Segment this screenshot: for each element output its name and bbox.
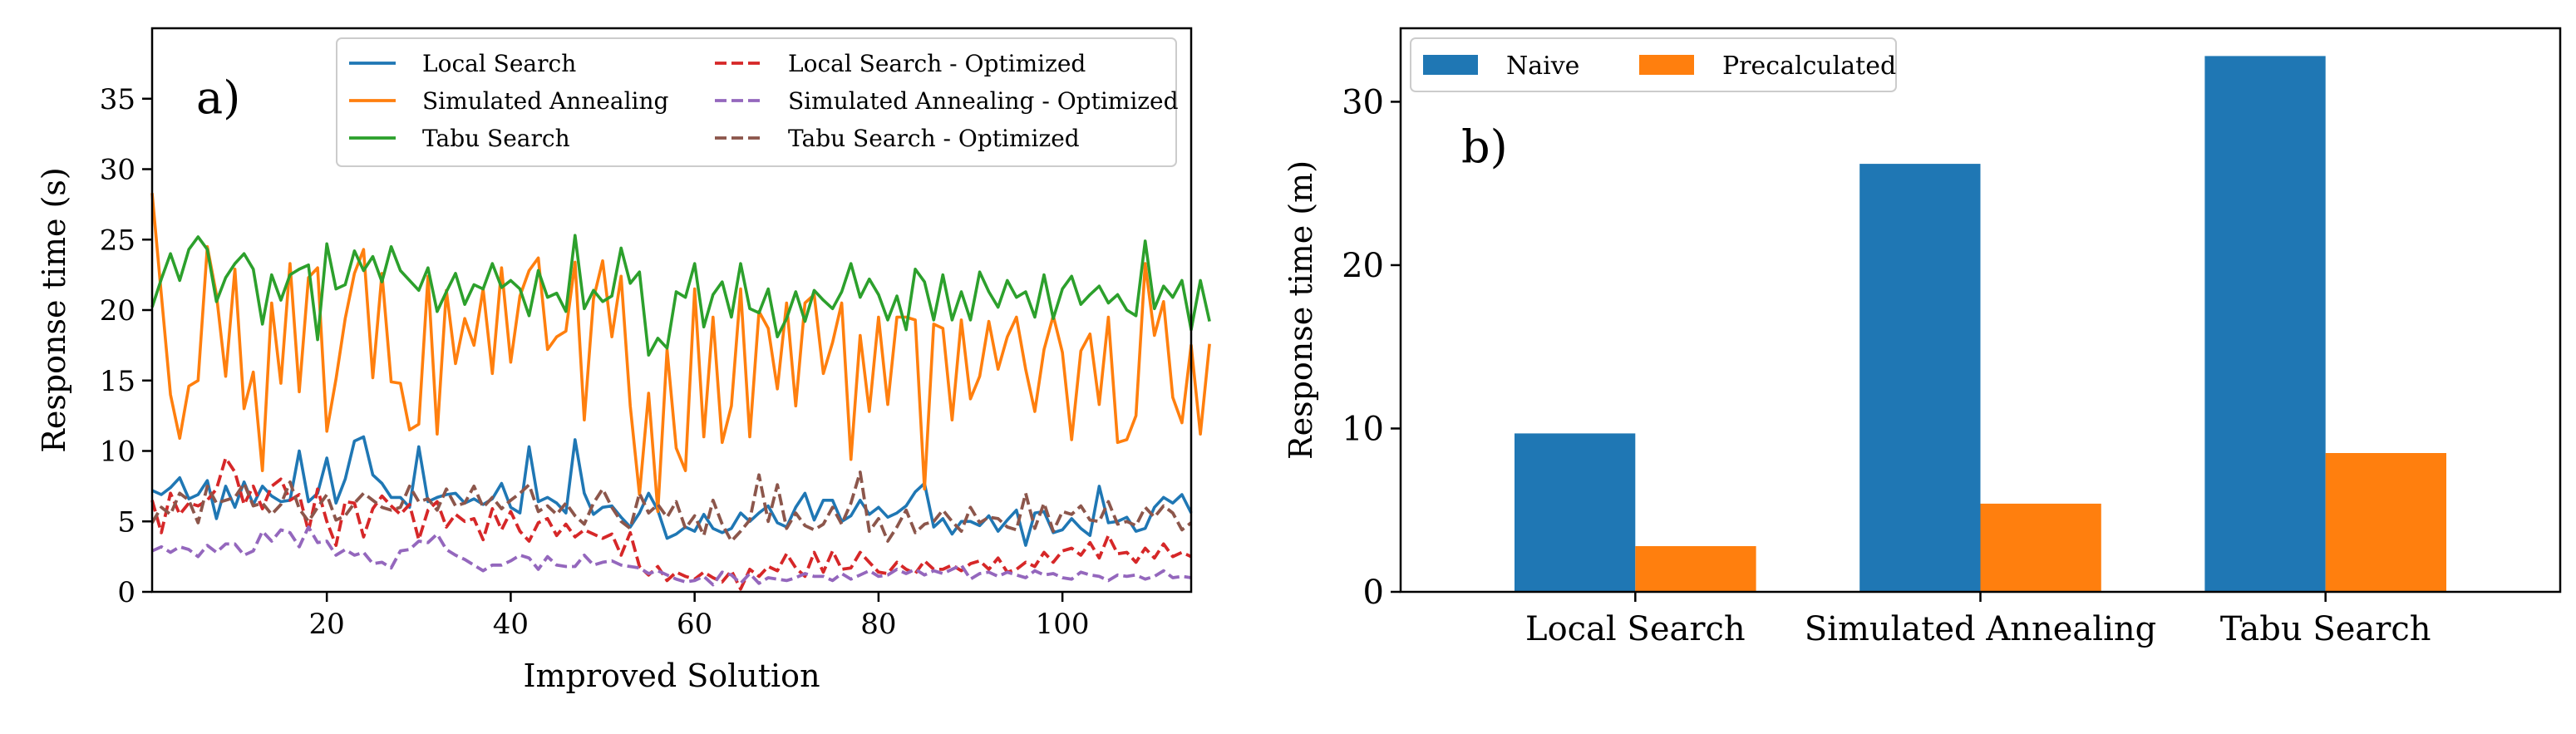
panel-a-x-tick-label: 20 [309,608,345,641]
legend-label-local-search-optimized: Local Search - Optimized [788,50,1086,77]
category-label-tabu-search: Tabu Search [2220,610,2431,648]
panel-b-y-tick-label: 30 [1342,83,1384,121]
panel-b-legend: Naive Precalculated [1410,37,1897,92]
panel-a-y-tick-label: 30 [100,154,135,187]
panel-a-y-axis-label: Response time (s) [36,167,72,453]
panel-a-line-chart: 0 5 10 15 20 25 30 35 20 40 60 80 100 a) Improved S… [36,27,1211,694]
panel-a-y-tick-label: 25 [100,224,135,257]
series-line-simulated-annealing [150,193,1211,514]
panel-b-y-tick-label: 0 [1363,574,1384,612]
bar-naive-local-search [1515,433,1636,592]
legend-label-naive: Naive [1506,52,1579,81]
panel-b-letter: b) [1461,121,1508,173]
category-label-simulated-annealing: Simulated Annealing [1805,610,2156,648]
panel-a-y-tick-label: 15 [100,365,135,398]
legend-swatch-precalculated [1639,55,1694,75]
series-line-tabu-search [150,234,1211,357]
legend-label-local-search: Local Search [422,50,576,77]
series-line-tabu-search-optimized [150,470,1193,543]
panel-a-x-tick-label: 100 [1036,608,1090,641]
panel-a-x-tick-label: 40 [493,608,529,641]
panel-b-y-axis-label: Response time (m) [1283,160,1319,460]
bar-precalculated-local-search [1635,546,1756,592]
category-label-local-search: Local Search [1525,610,1746,648]
legend-label-simulated-annealing-optimized: Simulated Annealing - Optimized [788,87,1179,115]
panel-a-x-tick-label: 60 [677,608,712,641]
panel-b-x-axis: Local Search Simulated Annealing Tabu Sear… [1525,592,2431,648]
legend-label-tabu-search: Tabu Search [422,125,570,152]
panel-a-letter: a) [196,71,240,124]
bar-precalculated-tabu-search [2325,453,2446,592]
panel-b-y-axis: 0 10 20 30 [1342,83,1401,612]
panel-a-y-tick-label: 0 [117,576,135,609]
legend-label-simulated-annealing: Simulated Annealing [422,87,669,115]
legend-label-precalculated: Precalculated [1722,52,1896,81]
bar-precalculated-simulated-annealing [1980,503,2101,592]
panel-a-legend-box [336,37,1177,167]
panel-b-bars-group [1515,56,2446,593]
panel-a-y-axis: 0 5 10 15 20 25 30 35 [100,83,152,609]
panel-a-legend: Local Search Simulated Annealing Tabu Sear… [336,37,1179,167]
panel-a-y-tick-label: 20 [100,294,135,328]
legend-swatch-naive [1423,55,1478,75]
panel-a-y-tick-label: 35 [100,83,135,116]
panel-b-y-tick-label: 20 [1342,247,1384,285]
series-line-local-search [151,435,1193,547]
series-line-simulated-annealing-optimized [151,525,1192,587]
bar-naive-tabu-search [2204,56,2326,592]
panel-b-y-tick-label: 10 [1342,410,1384,448]
series-line-local-search-optimized [150,456,1192,591]
panel-a-x-tick-label: 80 [860,608,896,641]
panel-b-bar-chart: 0 10 20 30 Local Search Simulated Annealing T… [1283,27,2562,648]
panel-a-x-axis-label: Improved Solution [523,658,820,694]
panel-a-series-group [150,193,1211,591]
panel-a-x-axis: 20 40 60 80 100 [309,592,1090,641]
legend-label-tabu-search-optimized: Tabu Search - Optimized [788,125,1080,152]
panel-a-y-tick-label: 10 [100,436,135,469]
panel-a-y-tick-label: 5 [117,505,135,539]
bar-naive-simulated-annealing [1859,164,1981,593]
